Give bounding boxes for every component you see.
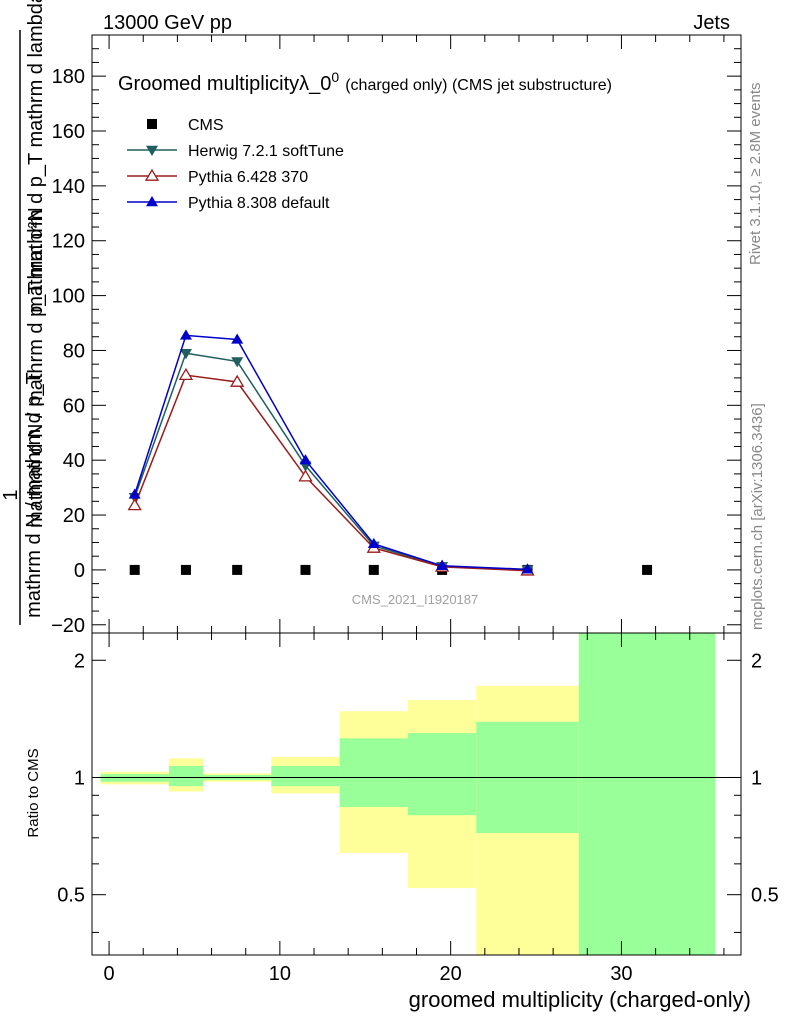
y-tick-label: 100 — [52, 286, 85, 308]
plot-title-sup: 0 — [331, 69, 339, 85]
ratio-band-stat — [168, 766, 204, 787]
y-axis-title-main: mathrm d N / mathrm d p_T mathrm d p_T m… — [25, 0, 47, 528]
plot-title: Groomed multiplicityλ_00 (charged only) (… — [118, 69, 612, 95]
y-tick-label: 80 — [63, 340, 85, 362]
x-tick-label: 10 — [269, 963, 291, 985]
ratio-y-axis-title: Ratio to CMS — [25, 748, 42, 837]
ratio-y-tick-label-right: 1 — [751, 767, 762, 789]
ratio-y-tick-label-right: 0.5 — [751, 885, 779, 907]
legend-item-pythia-6-428-370: Pythia 6.428 370 — [127, 168, 308, 186]
legend-label: Pythia 6.428 370 — [188, 169, 308, 186]
data-point-cms — [129, 564, 140, 575]
ratio-band-stat — [578, 633, 716, 955]
y-tick-label: 20 — [63, 505, 85, 527]
legend-label: CMS — [188, 117, 224, 134]
data-point-pythia-8-308-default — [128, 488, 141, 499]
data-point-pythia-6-428-370 — [230, 374, 245, 387]
data-point-pythia-8-308-default — [367, 537, 380, 549]
ratio-band-stat — [407, 733, 477, 816]
ratio-panel: 0.5 0.51 12 20 10 20 30 Ratio to CMS — [25, 632, 779, 985]
y-axis-title-bottom: mathrm d N / mathrm d p_T — [23, 372, 45, 618]
data-point-cms — [300, 564, 311, 575]
y-tick-label: 60 — [63, 395, 85, 417]
series-pythia-8-308-default — [128, 329, 534, 574]
rivet-label: Rivet 3.1.10, ≥ 2.8M events — [747, 83, 764, 266]
series-herwig-7-2-1-softtune — [128, 349, 534, 576]
y-axis-title: mathrm d²N mathrm d N / mathrm d p_T mat… — [0, 0, 47, 625]
data-point-cms — [368, 564, 379, 575]
y-tick-label: 40 — [63, 450, 85, 472]
ratio-y-tick-label-right: 2 — [751, 650, 762, 672]
y-axis-title-top: mathrm d²N — [25, 207, 47, 313]
y-tick-label: −20 — [51, 615, 85, 637]
legend-label: Herwig 7.2.1 softTune — [188, 143, 344, 160]
series-line-pythia-8-308-default — [133, 334, 528, 571]
ratio-y-tick-label: 2 — [74, 650, 85, 672]
data-point-cms — [642, 564, 653, 575]
legend-label: Pythia 8.308 default — [188, 195, 330, 212]
series-pythia-6-428-370 — [127, 367, 535, 576]
data-point-pythia-6-428-370 — [127, 498, 142, 511]
ratio-y-tick-label: 1 — [74, 767, 85, 789]
legend-marker — [146, 196, 158, 207]
x-axis-title: groomed multiplicity (charged-only) — [409, 987, 751, 1012]
y-tick-label: 120 — [52, 231, 85, 253]
x-tick-label: 0 — [104, 963, 115, 985]
ratio-band-stat — [339, 738, 408, 807]
data-point-pythia-8-308-default — [299, 454, 312, 465]
y-axis-title-one: 1 — [0, 489, 22, 500]
y-tick-label: 180 — [52, 66, 85, 88]
data-point-cms — [232, 564, 243, 575]
legend-marker — [146, 145, 158, 156]
y-tick-label: 160 — [52, 121, 85, 143]
data-point-pythia-8-308-default — [521, 563, 534, 574]
data-point-herwig-7-2-1-softtune — [231, 357, 244, 368]
x-tick-label: 20 — [440, 963, 462, 985]
y-tick-label: 140 — [52, 176, 85, 198]
series-line-herwig-7-2-1-softtune — [133, 352, 528, 571]
energy-label: 13000 GeV pp — [103, 12, 232, 34]
data-point-pythia-8-308-default — [179, 329, 192, 340]
data-point-pythia-6-428-370 — [298, 469, 313, 482]
data-point-pythia-6-428-370 — [178, 367, 194, 380]
legend-item-cms: CMS — [147, 117, 224, 134]
source-label: mcplots.cern.ch [arXiv:1306.3436] — [749, 403, 766, 630]
legend-marker — [147, 119, 157, 129]
ratio-band-stat — [271, 766, 340, 787]
main-panel: −20 0 20 40 60 80 100 120 140 160 180 CMS_2021_I19… — [51, 34, 742, 637]
ratio-y-tick-label: 0.5 — [57, 885, 85, 907]
data-point-herwig-7-2-1-softtune — [179, 349, 192, 360]
series-line-pythia-6-428-370 — [133, 374, 528, 572]
series-cms — [129, 564, 653, 575]
data-point-cms — [180, 564, 191, 575]
data-point-pythia-8-308-default — [436, 559, 449, 570]
x-tick-label: 30 — [610, 963, 632, 985]
plot-title-main: Groomed multiplicityλ_0 — [118, 73, 331, 95]
process-label: Jets — [693, 12, 730, 34]
legend-item-pythia-8-308-default: Pythia 8.308 default — [127, 195, 330, 212]
legend-marker — [144, 168, 160, 181]
watermark: CMS_2021_I1920187 — [352, 592, 479, 607]
legend-item-herwig-7-2-1-softtune: Herwig 7.2.1 softTune — [127, 143, 344, 160]
y-tick-label: 0 — [74, 560, 85, 582]
plot-title-suffix: (charged only) (CMS jet substructure) — [345, 77, 612, 94]
legend: CMS Herwig 7.2.1 softTune Pythia 6.428 370… — [127, 117, 344, 212]
data-point-pythia-8-308-default — [231, 333, 244, 344]
